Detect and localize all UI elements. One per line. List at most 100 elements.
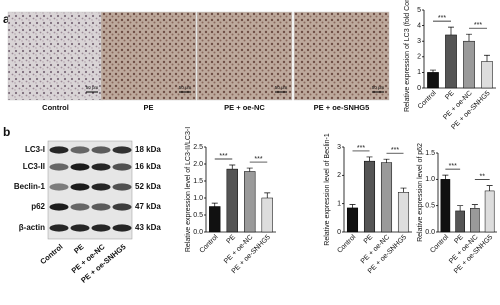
micrograph [196, 11, 293, 101]
error-bar [484, 54, 490, 62]
image-caption: PE [143, 103, 153, 112]
y-tick-label: 1 [337, 201, 341, 208]
error-bar [246, 167, 253, 172]
bar [380, 162, 393, 233]
panel-label: b [3, 125, 10, 139]
blot-band [70, 203, 90, 211]
bar [484, 190, 495, 233]
significance-label: *** [357, 145, 365, 152]
bar [463, 40, 475, 89]
size-label: 16 kDa [135, 162, 161, 171]
protein-label: β-actin [19, 223, 45, 232]
bar [261, 197, 273, 233]
blot-band [91, 163, 111, 171]
bar [397, 192, 410, 233]
blot-band [91, 183, 111, 191]
y-tick-label: 5 [417, 7, 421, 14]
image-caption: PE + oe-NC [224, 103, 265, 112]
y-tick-label: 2 [337, 172, 341, 179]
y-axis-title: Relative expression level of p62 [417, 143, 424, 242]
bar [445, 34, 457, 89]
error-bar [400, 187, 407, 193]
y-tick-label: 3 [417, 38, 421, 45]
protein-label: LC3-I [25, 145, 45, 154]
bar [481, 61, 493, 89]
blot-band [49, 146, 69, 154]
protein-label: Beclin-1 [14, 182, 46, 191]
x-tick-label: PE [453, 234, 465, 246]
y-tick-label: 3 [337, 144, 341, 151]
x-tick-label: Control [417, 89, 438, 110]
scale-label: 50 μm [86, 85, 99, 90]
blot-band [70, 163, 90, 171]
blot-band [49, 203, 69, 211]
significance-label: *** [449, 163, 457, 170]
blot-band [70, 224, 90, 232]
error-bar [486, 185, 493, 191]
x-tick-label: PE [444, 90, 456, 102]
blot-band [49, 163, 69, 171]
error-bar [471, 204, 478, 209]
scale-label: 50 μm [372, 85, 385, 90]
x-tick-label: PE [363, 234, 375, 246]
y-tick-label: 4 [417, 22, 421, 29]
y-tick-label: 0.0 [425, 229, 435, 236]
y-axis-title: Relative expression level of Beclin-1 [324, 133, 331, 246]
blot-band [112, 146, 132, 154]
significance-label: *** [254, 156, 262, 163]
blot-band [49, 224, 69, 232]
image-caption: PE + oe-SNHG5 [314, 103, 370, 112]
size-label: 18 kDa [135, 145, 161, 154]
protein-label: LC3-II [23, 162, 45, 171]
lane-label: Control [38, 242, 64, 266]
error-bar [442, 174, 449, 180]
y-tick-label: 0.5 [425, 203, 435, 210]
error-bar [448, 26, 454, 35]
y-tick-label: 1.0 [425, 176, 435, 183]
bar [346, 207, 359, 233]
error-bar [457, 205, 464, 211]
y-tick-label: 0 [337, 229, 341, 236]
bar [427, 72, 439, 89]
lane-label: PE [72, 242, 85, 255]
blot-band [91, 224, 111, 232]
y-tick-label: 0.0 [193, 229, 203, 236]
bar [470, 208, 480, 233]
bar [226, 168, 238, 233]
y-tick-label: 1.0 [193, 195, 203, 202]
x-tick-label: Control [199, 233, 220, 254]
size-label: 43 kDa [135, 223, 161, 232]
blot-band [91, 146, 111, 154]
blot-band [112, 224, 132, 232]
significance-label: *** [391, 147, 399, 154]
y-tick-label: 1 [417, 69, 421, 76]
blot-band [70, 146, 90, 154]
error-bar [366, 156, 373, 162]
blot-band [49, 183, 69, 191]
x-tick-label: Control [429, 233, 450, 254]
significance-label: *** [219, 153, 227, 160]
x-tick-label: Control [336, 233, 357, 254]
significance-label: ** [480, 173, 486, 180]
y-tick-label: 1.5 [193, 178, 203, 185]
error-bar [430, 69, 436, 73]
y-tick-label: 0.5 [193, 212, 203, 219]
micrograph [293, 11, 390, 101]
protein-label: p62 [31, 202, 45, 211]
error-bar [383, 158, 390, 163]
y-axis-title: Relative expression of LC3 (fold Control… [404, 0, 411, 112]
y-tick-label: 2.0 [193, 161, 203, 168]
micrograph [100, 11, 197, 101]
panel-label: a [3, 12, 10, 26]
bar [455, 210, 465, 233]
y-tick-label: 0 [417, 85, 421, 92]
bar [209, 206, 221, 233]
bar [244, 171, 256, 233]
micrograph [7, 11, 104, 101]
blot-band [112, 163, 132, 171]
blot-band [91, 203, 111, 211]
y-tick-label: 2 [417, 54, 421, 61]
error-bar [466, 33, 472, 42]
scale-label: 50 μm [179, 85, 192, 90]
